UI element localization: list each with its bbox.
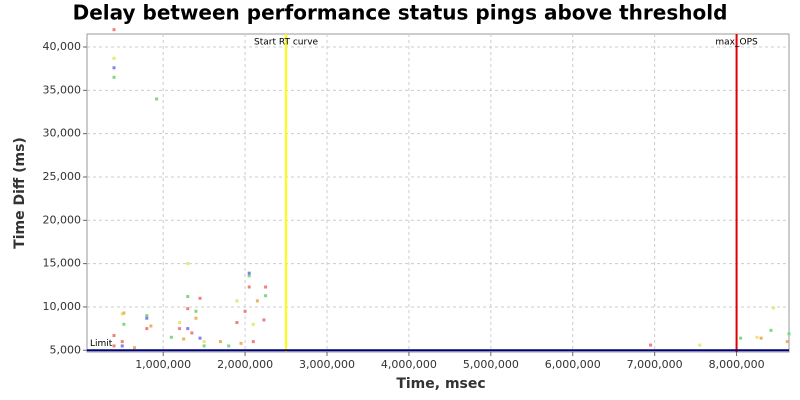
x-tick-label: 7,000,000 xyxy=(627,358,683,371)
point xyxy=(771,306,775,310)
x-tick-label: 2,000,000 xyxy=(217,358,273,371)
point xyxy=(112,75,116,79)
y-tick-label: 20,000 xyxy=(43,213,82,226)
point xyxy=(112,334,116,338)
point xyxy=(120,344,124,348)
point xyxy=(264,285,268,289)
point xyxy=(178,327,182,331)
point xyxy=(247,285,251,289)
point xyxy=(122,322,126,326)
point xyxy=(202,340,206,344)
point xyxy=(239,341,243,345)
point xyxy=(149,324,153,328)
limit-label: Limit xyxy=(90,339,113,349)
plot-area xyxy=(86,33,790,353)
point xyxy=(755,335,759,339)
point xyxy=(155,97,159,101)
point xyxy=(120,340,124,344)
x-tick-label: 4,000,000 xyxy=(381,358,437,371)
x-tick-label: 1,000,000 xyxy=(135,358,191,371)
point xyxy=(247,271,251,275)
marker-label: Start RT curve xyxy=(254,38,318,48)
point xyxy=(787,332,791,336)
point xyxy=(194,309,198,313)
x-axis-label: Time, msec xyxy=(396,376,485,392)
point xyxy=(133,346,137,350)
marker-label: max_OPS xyxy=(715,38,758,48)
point xyxy=(243,309,247,313)
point xyxy=(227,344,231,348)
y-tick-label: 35,000 xyxy=(43,83,82,96)
point xyxy=(145,314,149,318)
y-axis-label: Time Diff (ms) xyxy=(12,137,28,249)
point xyxy=(247,274,251,278)
point xyxy=(112,66,116,70)
point xyxy=(186,327,190,331)
y-tick-label: 40,000 xyxy=(43,40,82,53)
point xyxy=(251,322,255,326)
point xyxy=(122,311,126,315)
point xyxy=(649,343,653,347)
point xyxy=(769,328,773,332)
point xyxy=(190,331,194,335)
point xyxy=(251,340,255,344)
x-tick-label: 8,000,000 xyxy=(709,358,765,371)
x-tick-label: 5,000,000 xyxy=(463,358,519,371)
point xyxy=(262,318,266,322)
point xyxy=(785,340,789,344)
y-tick-label: 5,000 xyxy=(50,343,82,356)
point xyxy=(198,336,202,340)
point xyxy=(112,344,116,348)
point xyxy=(202,344,206,348)
point xyxy=(698,343,702,347)
y-tick-label: 15,000 xyxy=(43,257,82,270)
x-tick-label: 3,000,000 xyxy=(299,358,355,371)
point xyxy=(145,327,149,331)
point xyxy=(198,296,202,300)
x-tick-label: 6,000,000 xyxy=(545,358,601,371)
point xyxy=(186,307,190,311)
y-tick-label: 25,000 xyxy=(43,170,82,183)
point xyxy=(112,28,116,32)
point xyxy=(186,295,190,299)
y-tick-label: 10,000 xyxy=(43,300,82,313)
point xyxy=(194,316,198,320)
point xyxy=(186,262,190,266)
chart-title: Delay between performance status pings a… xyxy=(73,1,728,25)
point xyxy=(264,294,268,298)
point xyxy=(112,56,116,60)
point xyxy=(255,299,259,303)
point xyxy=(739,336,743,340)
point xyxy=(120,312,124,316)
point xyxy=(235,299,239,303)
point xyxy=(145,316,149,320)
point xyxy=(235,321,239,325)
point xyxy=(182,337,186,341)
point xyxy=(759,336,763,340)
point xyxy=(169,335,173,339)
point xyxy=(219,340,223,344)
y-tick-label: 30,000 xyxy=(43,127,82,140)
point xyxy=(178,321,182,325)
